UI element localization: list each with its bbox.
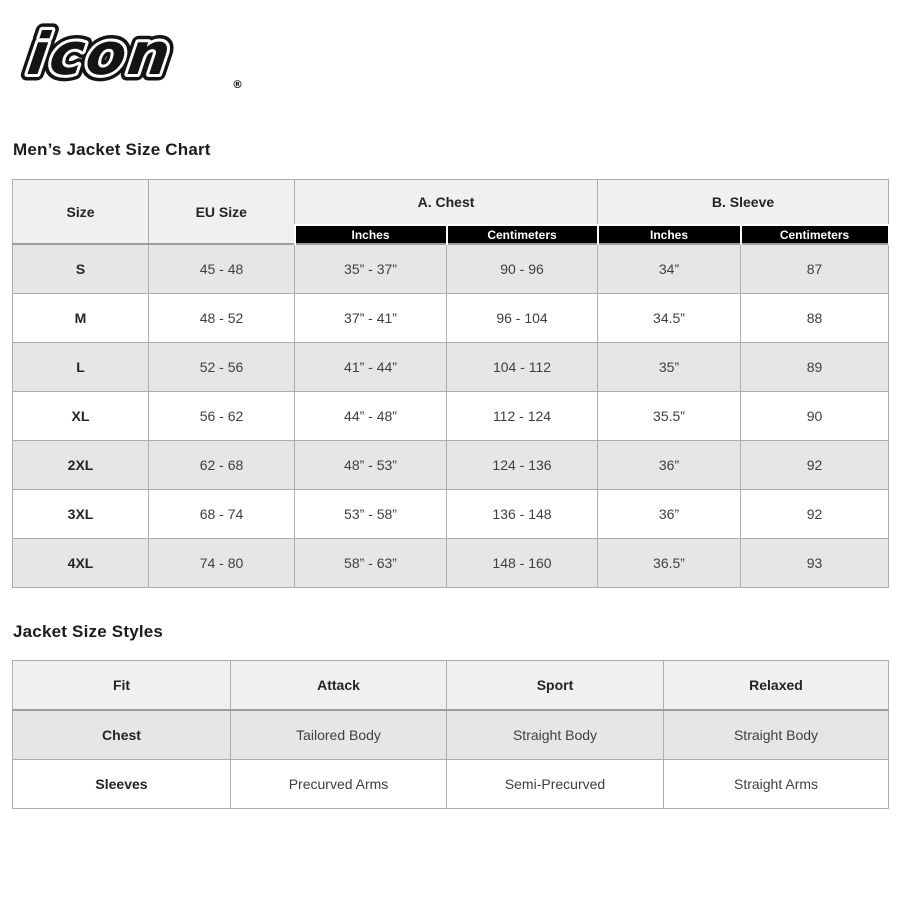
table-row-l: L 52 - 56 41” - 44” 104 - 112 35” 89 [12, 341, 890, 392]
chest-inches-cell: 58” - 63” [294, 537, 447, 588]
table-row-2xl: 2XL 62 - 68 48” - 53” 124 - 136 36” 92 [12, 439, 890, 490]
fit-attack-cell: Attack [230, 659, 447, 710]
icon-brand-logo: icon icon icon ® [8, 14, 248, 95]
chest-centimeters-cell: 90 - 96 [445, 243, 599, 294]
jacket-size-styles-table: Fit Attack Sport Relaxed Chest Tailored … [12, 659, 889, 809]
sleeves-sport-cell: Semi-Precurved [446, 758, 664, 809]
table-row-3xl: 3XL 68 - 74 53” - 58” 136 - 148 36” 92 [12, 488, 890, 539]
chest-label-cell: Chest [12, 709, 231, 760]
styles-row-sleeves: Sleeves Precurved Arms Semi-Precurved St… [12, 758, 889, 809]
column-header-eu-size: EU Size [148, 179, 295, 245]
sleeve-inches-cell: 35” [597, 341, 742, 392]
sleeve-inches-cell: 36.5” [597, 537, 742, 588]
sleeves-attack-cell: Precurved Arms [230, 758, 447, 809]
styles-row-fit: Fit Attack Sport Relaxed [12, 659, 889, 710]
table-row-4xl: 4XL 74 - 80 58” - 63” 148 - 160 36.5” 93 [12, 537, 890, 588]
eu-size-cell: 68 - 74 [148, 488, 295, 539]
eu-size-cell: 48 - 52 [148, 292, 295, 343]
chest-relaxed-cell: Straight Body [663, 709, 889, 760]
fit-label-cell: Fit [12, 659, 231, 710]
fit-relaxed-cell: Relaxed [663, 659, 889, 710]
sleeve-inches-cell: 35.5” [597, 390, 742, 441]
chest-centimeters-cell: 112 - 124 [445, 390, 599, 441]
column-header-size: Size [12, 179, 149, 245]
chest-centimeters-cell: 136 - 148 [445, 488, 599, 539]
sleeve-centimeters-cell: 92 [740, 439, 890, 490]
sleeve-centimeters-cell: 92 [740, 488, 890, 539]
registered-trademark-symbol: ® [232, 78, 243, 91]
column-header-sleeve: B. Sleeve [597, 179, 890, 226]
eu-size-cell: 45 - 48 [148, 243, 295, 294]
column-header-chest: A. Chest [293, 179, 599, 226]
size-cell: L [12, 341, 149, 392]
chest-inches-cell: 44” - 48” [294, 390, 447, 441]
eu-size-cell: 56 - 62 [148, 390, 295, 441]
sleeve-centimeters-cell: 88 [740, 292, 890, 343]
chest-inches-cell: 53” - 58” [294, 488, 447, 539]
sleeve-centimeters-cell: 87 [740, 243, 890, 294]
sleeve-inches-unit-header: Inches [596, 224, 742, 245]
jacket-size-styles-title: Jacket Size Styles [13, 621, 164, 641]
size-cell: 4XL [12, 537, 149, 588]
sleeves-label-cell: Sleeves [12, 758, 231, 809]
eu-size-cell: 74 - 80 [148, 537, 295, 588]
size-cell: M [12, 292, 149, 343]
sleeve-centimeters-cell: 90 [740, 390, 890, 441]
sleeve-inches-cell: 36” [597, 488, 742, 539]
logo-text: icon [24, 20, 177, 88]
sleeve-inches-cell: 36” [597, 439, 742, 490]
table-row-xl: XL 56 - 62 44” - 48” 112 - 124 35.5” 90 [12, 390, 890, 441]
chest-centimeters-unit-header: Centimeters [445, 224, 599, 245]
chest-inches-cell: 37” - 41” [294, 292, 447, 343]
chest-attack-cell: Tailored Body [230, 709, 447, 760]
size-cell: 3XL [12, 488, 149, 539]
size-cell: S [12, 243, 149, 294]
eu-size-cell: 62 - 68 [148, 439, 295, 490]
sleeve-inches-cell: 34.5” [597, 292, 742, 343]
sleeves-relaxed-cell: Straight Arms [663, 758, 889, 809]
sleeve-centimeters-cell: 93 [740, 537, 890, 588]
styles-row-chest: Chest Tailored Body Straight Body Straig… [12, 709, 889, 760]
logo-text-outline: icon [24, 20, 177, 88]
chest-inches-cell: 41” - 44” [294, 341, 447, 392]
size-cell: 2XL [12, 439, 149, 490]
icon-logo-icon: icon icon icon ® [17, 14, 243, 95]
mens-jacket-size-table: Size EU Size A. Chest B. Sleeve Inches C… [12, 179, 890, 588]
chest-inches-cell: 48” - 53” [294, 439, 447, 490]
sleeve-centimeters-unit-header: Centimeters [739, 224, 890, 245]
chest-centimeters-cell: 148 - 160 [445, 537, 599, 588]
chest-centimeters-cell: 104 - 112 [445, 341, 599, 392]
chest-sport-cell: Straight Body [446, 709, 664, 760]
eu-size-cell: 52 - 56 [148, 341, 295, 392]
chest-inches-cell: 35” - 37” [294, 243, 447, 294]
sleeve-centimeters-cell: 89 [740, 341, 890, 392]
logo-text-inline: icon [24, 20, 177, 88]
size-cell: XL [12, 390, 149, 441]
sleeve-inches-cell: 34” [597, 243, 742, 294]
mens-jacket-size-chart-title: Men’s Jacket Size Chart [13, 140, 211, 159]
chest-inches-unit-header: Inches [293, 224, 448, 245]
fit-sport-cell: Sport [446, 659, 664, 710]
table-row-s: S 45 - 48 35” - 37” 90 - 96 34” 87 [12, 243, 890, 294]
chest-centimeters-cell: 124 - 136 [445, 439, 599, 490]
chest-centimeters-cell: 96 - 104 [445, 292, 599, 343]
table-row-m: M 48 - 52 37” - 41” 96 - 104 34.5” 88 [12, 292, 890, 343]
